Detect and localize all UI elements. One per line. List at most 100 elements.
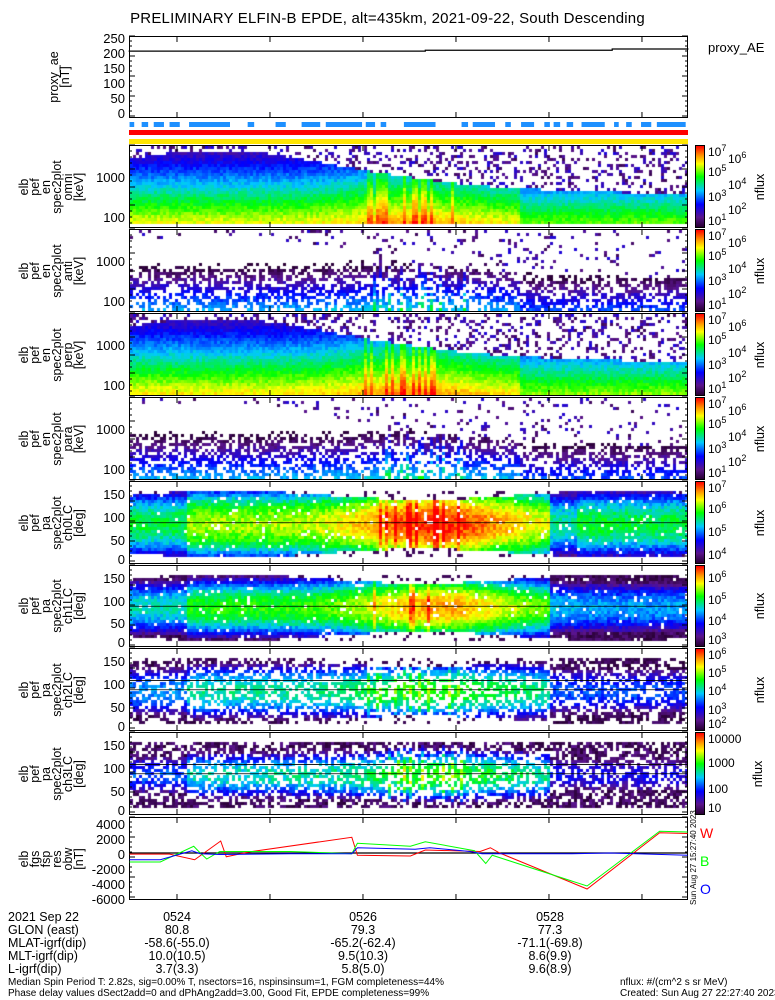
info-row-label: GLON (east) xyxy=(8,923,79,937)
colorbar-tick-label: 100 xyxy=(708,782,729,797)
info-row-value: 10.0(10.5) xyxy=(148,949,206,963)
tick-base: 10 xyxy=(708,214,722,228)
y-tick-label: -4000 xyxy=(91,877,125,892)
spin-data-segment xyxy=(626,122,632,127)
tick-base: 10 xyxy=(708,416,722,431)
spectrogram-anti xyxy=(130,230,687,311)
tick-exponent: 7 xyxy=(721,479,727,489)
colorbar-tick-label: 104 xyxy=(728,344,746,360)
colorbar-tick-label: 103 xyxy=(708,272,727,288)
info-row-label: L-igrf(dip) xyxy=(8,962,62,976)
y-tick-label: 1000 xyxy=(96,170,125,185)
spin-data-segment xyxy=(380,122,387,127)
info-row-value: 0524 xyxy=(163,910,191,924)
info-row-value: 9.5(10.3) xyxy=(337,949,389,963)
colorbar-tick-label: 103 xyxy=(708,189,726,204)
y-tick-label: 50 xyxy=(110,533,125,549)
colorbar-tick-label: 107 xyxy=(708,311,727,327)
tick-exponent: 5 xyxy=(721,246,727,257)
tick-base: 10 xyxy=(708,382,722,396)
tick-base: 10 xyxy=(728,287,742,302)
y-tick-label: -6000 xyxy=(91,892,125,907)
spin-data-segment xyxy=(189,122,230,127)
tick-exponent: 5 xyxy=(721,414,727,425)
colorbar-tick-label: 102 xyxy=(728,454,746,470)
footer-note: Phase delay values dSect2add=0 and dPhAn… xyxy=(8,988,430,999)
tick-base: 10 xyxy=(708,684,722,699)
colorbar-ch0LC xyxy=(695,481,705,564)
info-row-value: -58.6(-55.0) xyxy=(144,936,210,950)
colorbar-tick-label: 104 xyxy=(728,260,746,275)
colorbar-tick-label: 103 xyxy=(708,631,727,647)
y-tick-label: 100 xyxy=(103,510,125,526)
tick-exponent: 5 xyxy=(721,522,727,533)
spin-data-segment xyxy=(553,122,561,127)
colorbar-tick-label: 106 xyxy=(728,402,747,418)
tick-exponent: 6 xyxy=(741,402,747,413)
colorbar-tick-label: 102 xyxy=(728,370,746,385)
y-tick-label: 100 xyxy=(103,378,125,393)
info-row-value: 5.8(5.0) xyxy=(341,962,385,976)
tick-base: 10 xyxy=(708,633,722,647)
spin-data-segment xyxy=(325,122,363,127)
y-tick-label: 2000 xyxy=(96,832,125,847)
tick-base: 10 xyxy=(728,455,742,470)
tick-base: 10 xyxy=(708,592,722,607)
spin-data-segment xyxy=(365,122,376,127)
y-tick-label: 150 xyxy=(103,654,125,670)
spin-data-segment xyxy=(153,122,164,127)
yellow-status-bar xyxy=(129,139,688,144)
y-tick-label: -2000 xyxy=(91,862,125,877)
tick-exponent: 2 xyxy=(741,285,747,296)
spin-data-segment xyxy=(641,122,652,127)
tick-base: 10 xyxy=(708,466,722,480)
spin-data-segment xyxy=(141,122,149,127)
tick-exponent: 7 xyxy=(721,311,727,321)
spin-data-segment xyxy=(169,122,180,127)
spin-data-segment xyxy=(614,122,619,127)
colorbar-tick-label: 104 xyxy=(708,683,726,699)
colorbar-tick-label: 103 xyxy=(708,356,727,372)
spin-data-segment xyxy=(301,122,321,127)
colorbar-tick-label: 106 xyxy=(708,647,726,662)
tick-base: 10 xyxy=(728,429,742,444)
spin-data-segment xyxy=(461,122,469,127)
spectrogram-para xyxy=(130,398,687,479)
y-tick-label: 100 xyxy=(103,462,125,477)
colorbar-tick-label: 106 xyxy=(708,568,727,584)
tick-base: 10 xyxy=(708,481,722,495)
info-row-value: 0526 xyxy=(349,910,377,924)
tick-exponent: 1 xyxy=(721,380,727,390)
spin-data-segment xyxy=(521,122,535,127)
colorbar-tick-label: 104 xyxy=(708,546,726,561)
info-row-value: 0528 xyxy=(536,910,564,924)
colorbar-ch2LC xyxy=(695,648,705,731)
tick-exponent: 4 xyxy=(741,175,747,186)
tick-exponent: 3 xyxy=(721,272,727,283)
spin-data-segment xyxy=(566,122,574,127)
tick-base: 10 xyxy=(728,152,742,167)
colorbar-tick-label: 105 xyxy=(708,331,726,346)
tick-exponent: 6 xyxy=(721,568,727,579)
tick-base: 10 xyxy=(708,614,722,629)
legend-O: O xyxy=(700,881,711,897)
y-tick-label: 200 xyxy=(103,46,125,61)
y-tick-label: 100 xyxy=(103,677,125,693)
info-row-value: 9.6(8.9) xyxy=(528,962,572,976)
colorbar-tick-label: 105 xyxy=(708,522,727,538)
tick-exponent: 3 xyxy=(721,631,727,641)
tick-base: 10 xyxy=(728,345,742,360)
tick-exponent: 6 xyxy=(741,234,747,245)
colorbar-tick-label: 107 xyxy=(708,479,727,495)
colorbar-tick-label: 104 xyxy=(728,175,747,191)
colorbar-para xyxy=(695,397,705,480)
proxy-ae-line xyxy=(128,48,689,52)
tick-exponent: 3 xyxy=(721,440,727,451)
y-tick-label: 50 xyxy=(110,91,125,106)
tick-base: 10 xyxy=(708,313,722,327)
y-tick-label: 1000 xyxy=(96,422,125,437)
info-row-label: MLAT-igrf(dip) xyxy=(8,936,87,950)
y-tick-label: 50 xyxy=(110,700,125,716)
colorbar-tick-label: 103 xyxy=(708,702,726,717)
tick-exponent: 3 xyxy=(721,356,727,367)
